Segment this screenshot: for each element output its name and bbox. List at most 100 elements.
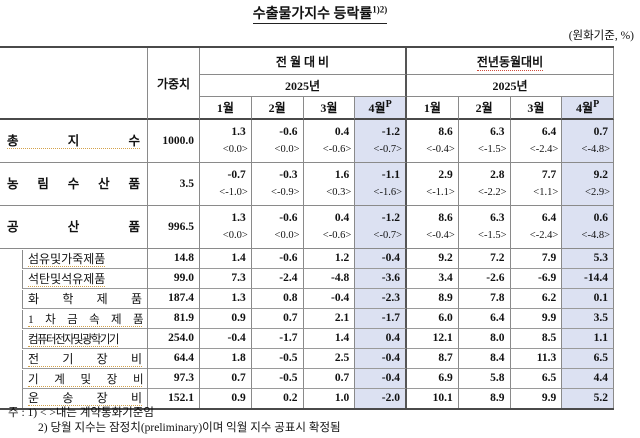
month-header: 1월 <box>407 97 459 120</box>
value-cell: 0.4 <-0.6> <box>303 206 356 249</box>
value-main: 6.3 <box>490 126 505 138</box>
row-label: 1 차 금 속 제 품 <box>0 309 148 329</box>
value-main: 0.4 <box>334 126 350 138</box>
header-row-year: 2025년 2025년 <box>0 75 614 97</box>
value-contract-currency: <-0.9> <box>271 187 300 198</box>
value-cell: 9.9 <box>511 389 563 408</box>
month-header: 2월 <box>251 97 304 120</box>
row-weight: 996.5 <box>148 206 200 249</box>
unit-note: (원화기준, %) <box>568 30 634 42</box>
value-cell: 0.8 <box>251 289 304 309</box>
value-main: -0.7 <box>227 169 246 181</box>
value-main: 1.3 <box>231 212 246 224</box>
value-main: 6.3 <box>490 212 505 224</box>
month-header: 3월 <box>510 97 563 120</box>
row-weight: 152.1 <box>148 389 200 408</box>
export-price-index-table: 가중치 전 월 대 비 전년동월대비 2025년 2025년 1월 2월 3월 4월P 1월 2월 3… <box>0 46 614 410</box>
month-header-superscript: P <box>385 99 392 110</box>
value-main: -0.3 <box>279 169 298 181</box>
table-row: 운 송 장 비 152.1 0.9 0.2 1.0 -2.0 10.1 8.9 9.9 5.2 <box>0 389 614 408</box>
value-cell: -1.2 <-0.7> <box>355 206 407 249</box>
value-cell: 0.4 <box>355 329 407 349</box>
value-cell: 10.1 <box>407 389 459 408</box>
value-cell: -1.1 <-1.6> <box>355 163 407 206</box>
table-row: 석탄및석유제품 99.0 7.3 -2.4 -4.8 -3.6 3.4 -2.6 -6.9 -14… <box>0 269 614 289</box>
value-cell: -0.4 <box>355 249 407 269</box>
group-header-mom: 전 월 대 비 <box>200 48 407 75</box>
table-row: 전 기 장 비 64.4 1.8 -0.5 2.5 -0.4 8.7 8.4 11.3 6.5 <box>0 349 614 369</box>
value-cell: 6.3 <-1.5> <box>458 120 511 163</box>
weight-column-header: 가중치 <box>148 48 200 120</box>
row-label-indent: 컴퓨터전자및광학기기 <box>22 329 147 349</box>
value-main: 6.4 <box>541 212 557 224</box>
value-cell: 0.4 <-0.6> <box>303 120 356 163</box>
value-cell: 0.6 <-4.8> <box>562 206 614 249</box>
value-cell: 0.9 <box>200 389 252 408</box>
value-contract-currency: <-4.8> <box>581 144 610 155</box>
value-cell: -0.7 <-1.0> <box>200 163 252 206</box>
month-header-label: 4월 <box>576 101 594 115</box>
value-contract-currency: <0.0> <box>274 230 300 241</box>
value-cell: 3.4 <box>407 269 459 289</box>
value-cell: 1.2 <box>303 249 356 269</box>
value-contract-currency: <-4.8> <box>581 230 610 241</box>
year-header: 2025년 <box>407 75 614 97</box>
row-label-text: 운 송 장 비 <box>28 391 142 406</box>
value-cell: 6.2 <box>510 289 563 309</box>
value-cell: 1.3 <box>200 289 252 309</box>
table-row: 1 차 금 속 제 품 81.9 0.9 0.7 2.1 -1.7 6.0 6.4 9.9 3.5 <box>0 309 614 329</box>
value-cell: 6.0 <box>407 309 459 329</box>
month-header: 4월P <box>355 97 407 120</box>
header-row-months: 1월 2월 3월 4월P 1월 2월 3월 4월P <box>0 97 614 120</box>
row-label-indent: 기 계 및 장 비 <box>22 369 147 389</box>
row-label: 공 산 품 <box>0 206 148 249</box>
value-cell: 1.3 <0.0> <box>200 206 252 249</box>
month-header-label: 4월 <box>368 101 386 115</box>
value-contract-currency: <-1.0> <box>219 187 248 198</box>
value-cell: 5.3 <box>562 249 614 269</box>
table-header: 가중치 전 월 대 비 전년동월대비 2025년 2025년 1월 2월 3월 4월P 1월 2월 3… <box>0 48 614 120</box>
row-label: 석탄및석유제품 <box>0 269 148 289</box>
value-cell: -1.7 <box>251 329 304 349</box>
value-cell: -6.9 <box>510 269 563 289</box>
row-label-text: 공 산 품 <box>7 220 140 234</box>
value-cell: 8.6 <-0.4> <box>407 120 459 163</box>
value-cell: 7.9 <box>510 249 563 269</box>
title-text: 수출물가지수 등락률 <box>252 7 373 22</box>
group-header-label: 전 월 대 비 <box>275 54 330 69</box>
month-header-label: 3월 <box>527 101 545 115</box>
value-contract-currency: <-0.6> <box>322 144 352 155</box>
value-cell: -4.8 <box>303 269 356 289</box>
header-row-groups: 가중치 전 월 대 비 전년동월대비 <box>0 48 614 120</box>
value-cell: 8.0 <box>458 329 511 349</box>
value-contract-currency: <-0.6> <box>322 230 352 241</box>
table-row: 공 산 품 996.5 1.3 <0.0> -0.6 <0.0> 0.4 <-0.6> -1.2… <box>0 206 614 249</box>
value-cell: 6.9 <box>407 369 459 389</box>
table-row: 농 림 수 산 품 3.5 -0.7 <-1.0> -0.3 <-0.9> 1.6 <0.3>… <box>0 163 614 206</box>
value-main: 2.9 <box>438 169 453 181</box>
row-label: 섬유및가죽제품 <box>0 249 148 269</box>
row-label: 총 지 수 <box>0 120 148 163</box>
value-cell: 0.7 <box>200 369 252 389</box>
row-label: 컴퓨터전자및광학기기 <box>0 329 148 349</box>
row-weight: 81.9 <box>148 309 200 329</box>
value-cell: 8.6 <-0.4> <box>407 206 459 249</box>
value-contract-currency: <-1.5> <box>478 230 507 241</box>
value-contract-currency: <-2.4> <box>529 144 559 155</box>
row-weight: 3.5 <box>148 163 200 206</box>
value-cell: 0.7 <-4.8> <box>562 120 614 163</box>
value-cell: -2.4 <box>251 269 304 289</box>
table-row: 화 학 제 품 187.4 1.3 0.8 -0.4 -2.3 8.9 7.8 6.2 0.1 <box>0 289 614 309</box>
value-cell: 7.8 <box>458 289 511 309</box>
page-title: 수출물가지수 등락률1)2) <box>0 3 640 24</box>
value-contract-currency: <-0.7> <box>373 144 402 155</box>
value-main: 1.3 <box>231 126 246 138</box>
value-cell: -2.3 <box>355 289 407 309</box>
value-cell: -3.6 <box>355 269 407 289</box>
row-label-indent: 섬유및가죽제품 <box>22 249 147 269</box>
value-contract-currency: <-2.4> <box>529 230 559 241</box>
value-cell: 8.5 <box>510 329 563 349</box>
value-cell: -0.6 <0.0> <box>251 206 304 249</box>
row-weight: 64.4 <box>148 349 200 369</box>
